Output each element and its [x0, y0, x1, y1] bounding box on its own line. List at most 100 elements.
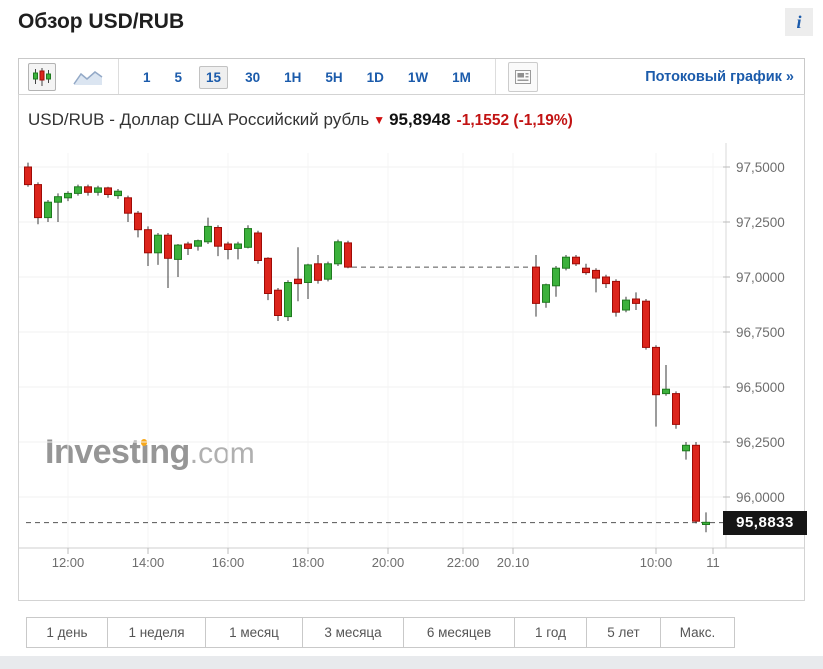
line-chart-icon — [73, 71, 103, 85]
timeframe-1[interactable]: 1 — [143, 69, 151, 85]
candle-down — [214, 227, 222, 247]
candle-down — [164, 234, 172, 259]
chart-instrument-title: USD/RUB - Доллар США Российский рубль — [28, 110, 370, 129]
y-axis-label: 96,2500 — [736, 435, 785, 450]
chart-title-row: USD/RUB - Доллар США Российский рубль ▼ 95… — [28, 110, 573, 130]
toolbar-separator — [118, 59, 119, 95]
range-1-year[interactable]: 1 год — [514, 617, 587, 648]
candle-up — [244, 228, 252, 248]
range-1-week[interactable]: 1 неделя — [107, 617, 206, 648]
candle-down — [224, 243, 232, 250]
price-down-arrow-icon: ▼ — [373, 113, 386, 127]
news-panel-button[interactable] — [507, 62, 538, 92]
candle-down — [144, 229, 152, 254]
y-axis-label: 96,5000 — [736, 380, 785, 395]
candle-down — [672, 393, 680, 425]
candle-up — [64, 192, 72, 199]
timeframe-5[interactable]: 5 — [174, 69, 183, 85]
candlestick-chart-button[interactable] — [28, 63, 56, 91]
x-axis-label: 22:00 — [447, 555, 480, 570]
y-axis-label: 96,0000 — [736, 490, 785, 505]
candle-up — [94, 187, 102, 193]
candle-down — [84, 186, 92, 193]
candle-up — [74, 186, 82, 194]
x-axis-label: 20.10 — [497, 555, 530, 570]
candle-up — [154, 234, 162, 254]
candle-down — [254, 232, 262, 261]
chart-last-price: 95,8948 — [389, 110, 451, 129]
chart-plot[interactable]: 12:00 14:00 16:00 18:00 20:00 22:00 20.10 10:00… — [19, 95, 804, 600]
x-axis-label: 18:00 — [292, 555, 325, 570]
candle-up — [562, 256, 570, 269]
candle-down — [104, 187, 112, 196]
candle-down — [632, 298, 640, 304]
x-axis-label: 11 — [706, 555, 720, 570]
candle-up — [702, 521, 710, 525]
candle-up — [682, 444, 690, 452]
candle-down — [602, 276, 610, 285]
timeframe-1w[interactable]: 1W — [407, 69, 429, 85]
streaming-chart-link[interactable]: Потоковый график » — [645, 69, 794, 85]
toolbar-separator — [494, 59, 496, 95]
news-panel-icon — [514, 70, 531, 84]
candle-up — [542, 284, 550, 303]
timeframe-15[interactable]: 15 — [199, 65, 229, 89]
candle-down — [184, 243, 192, 249]
candle-down — [532, 266, 540, 304]
range-6-months[interactable]: 6 месяцев — [403, 617, 515, 648]
candle-up — [622, 299, 630, 311]
candle-up — [662, 388, 670, 395]
x-axis-label: 20:00 — [372, 555, 405, 570]
candle-up — [54, 196, 62, 203]
candle-up — [174, 244, 182, 260]
timeframe-1d[interactable]: 1D — [366, 69, 384, 85]
range-max[interactable]: Макс. — [660, 617, 735, 648]
candle-up — [194, 240, 202, 247]
candle-down — [344, 242, 352, 268]
timeframe-1h[interactable]: 1H — [284, 69, 302, 85]
y-axis-label: 97,5000 — [736, 160, 785, 175]
timeframe-1m[interactable]: 1M — [452, 69, 471, 85]
candle-up — [304, 264, 312, 283]
candle-down — [24, 166, 32, 186]
candle-down — [652, 346, 660, 396]
range-5-years[interactable]: 5 лет — [586, 617, 661, 648]
x-axis-label: 12:00 — [52, 555, 85, 570]
y-axis-label: 96,7500 — [736, 325, 785, 340]
y-axis-label: 97,2500 — [736, 215, 785, 230]
timeframe-30[interactable]: 30 — [245, 69, 261, 85]
candle-down — [642, 300, 650, 348]
candle-down — [314, 263, 322, 281]
candle-down — [572, 256, 580, 265]
chart-toolbar: 1 5 15 30 1H 5H 1D 1W 1M Потоковый графи… — [18, 58, 805, 95]
range-1-month[interactable]: 1 месяц — [205, 617, 303, 648]
candle-up — [324, 263, 332, 280]
candle-down — [294, 278, 302, 285]
candle-up — [234, 243, 242, 249]
y-axis-label: 97,0000 — [736, 270, 785, 285]
x-axis-label: 10:00 — [640, 555, 673, 570]
candle-down — [264, 257, 272, 295]
candlestick-icon — [33, 68, 51, 86]
timeframe-5h[interactable]: 5H — [325, 69, 343, 85]
candle-down — [692, 444, 700, 522]
candle-up — [334, 241, 342, 265]
line-chart-button[interactable] — [70, 63, 106, 91]
candle-down — [592, 269, 600, 279]
candle-down — [582, 267, 590, 274]
candle-up — [204, 225, 212, 243]
candle-down — [124, 197, 132, 214]
x-axis-label: 14:00 — [132, 555, 165, 570]
chart-container: USD/RUB - Доллар США Российский рубль ▼ 95… — [18, 94, 807, 601]
candle-up — [284, 282, 292, 318]
range-3-months[interactable]: 3 месяца — [302, 617, 404, 648]
range-1-day[interactable]: 1 день — [26, 617, 108, 648]
candle-up — [44, 201, 52, 219]
bottom-strip — [0, 656, 823, 669]
chart-price-change: -1,1552 (-1,19%) — [456, 112, 573, 129]
x-axis-label: 16:00 — [212, 555, 245, 570]
candle-down — [34, 184, 42, 219]
candle-down — [612, 280, 620, 313]
info-button[interactable]: i — [785, 8, 813, 36]
range-selector: 1 день 1 неделя 1 месяц 3 месяца 6 месяц… — [26, 617, 735, 648]
